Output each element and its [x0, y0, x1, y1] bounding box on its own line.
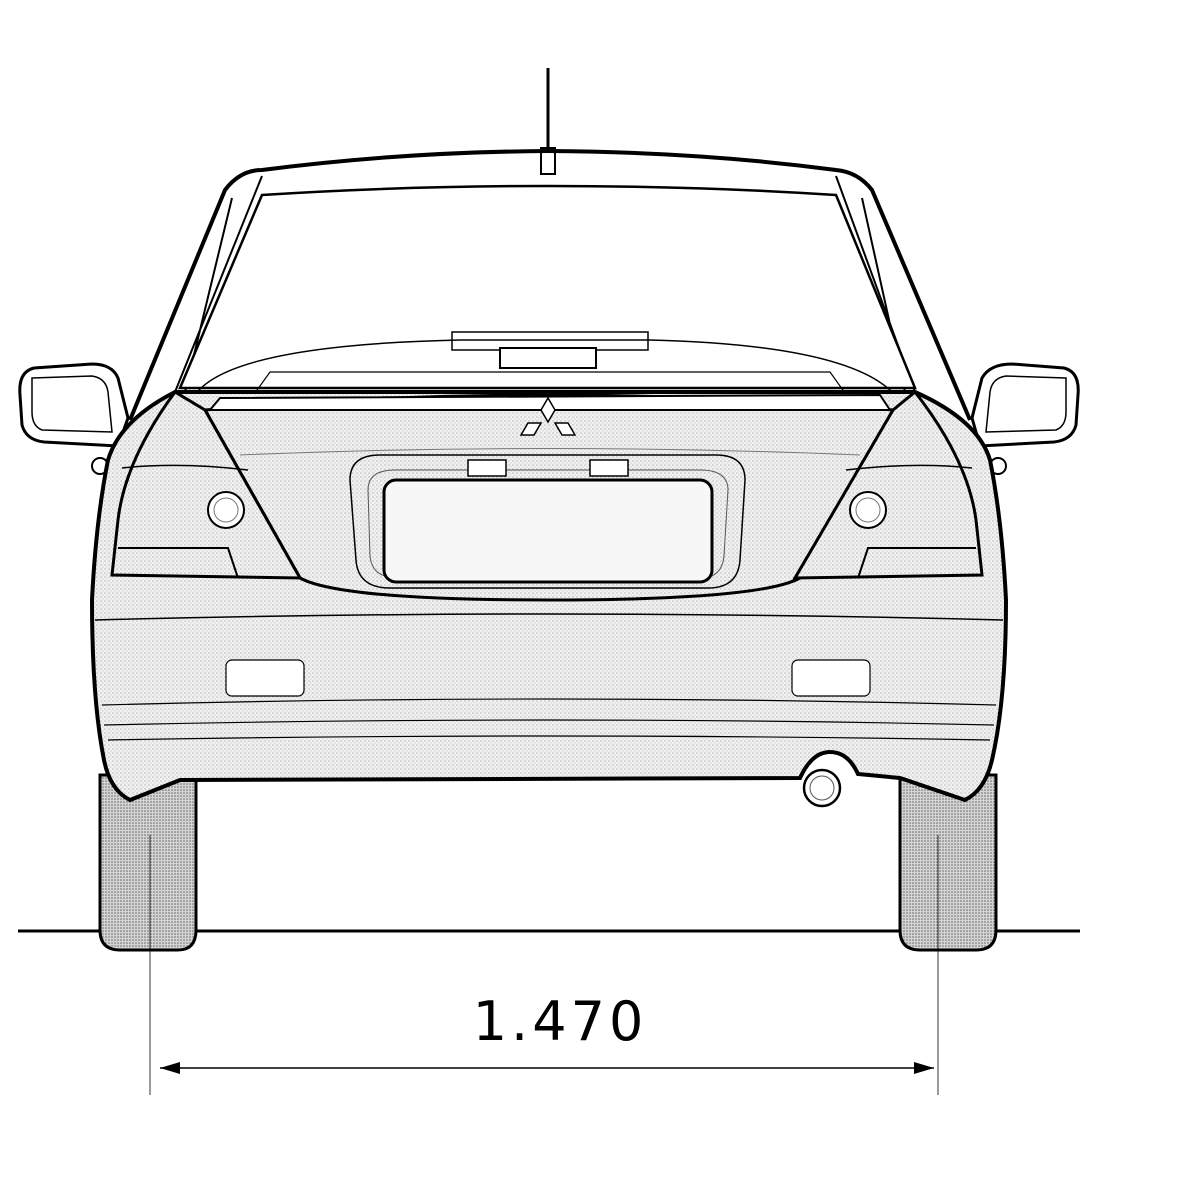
left-mirror: [18, 362, 130, 448]
right-mirror: [970, 362, 1080, 448]
rear-window: [178, 184, 917, 390]
track-width-dimension: 1.470: [160, 990, 934, 1074]
license-plate: [382, 478, 714, 584]
exhaust-pipe: [802, 768, 842, 808]
bumper: [94, 613, 1004, 621]
roof-outline: [128, 148, 972, 421]
right-tail-light: [792, 389, 984, 580]
brand-logo: [519, 396, 577, 436]
plate-lamp-right: [589, 459, 629, 477]
brake-light: [451, 331, 649, 369]
left-reflector: [225, 659, 305, 697]
plate-lamp-left: [467, 459, 507, 477]
left-tail-light: [110, 390, 303, 580]
track-width-label: 1.470: [473, 990, 648, 1053]
left-tire: [98, 773, 198, 952]
antenna: [540, 68, 556, 175]
parcel-shelf: [194, 339, 896, 396]
right-reflector: [791, 659, 871, 697]
right-tire: [898, 773, 998, 952]
